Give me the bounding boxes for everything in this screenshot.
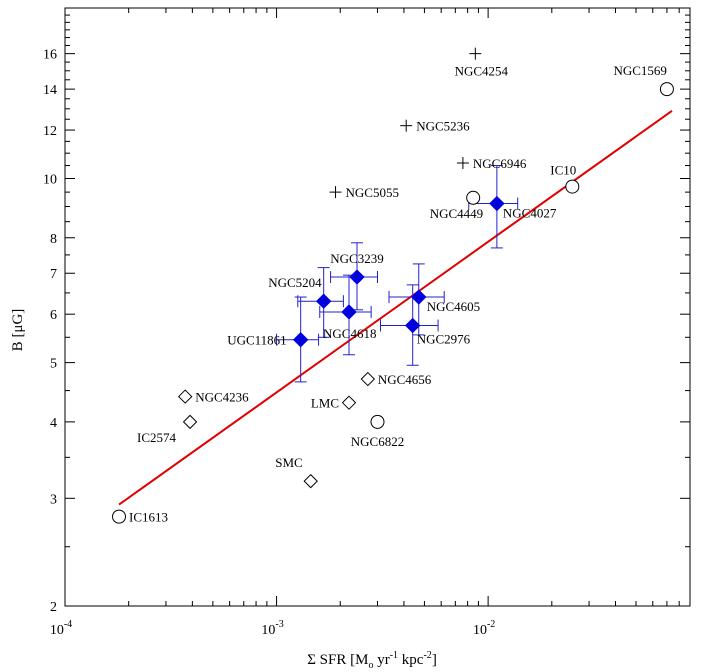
circle-marker: [112, 509, 127, 524]
circle-marker: [659, 82, 674, 97]
point-label: IC2574: [137, 430, 177, 445]
filled-diamond-marker: [349, 269, 365, 285]
fit-line-group: [118, 110, 673, 506]
filled-diamond-marker: [315, 293, 332, 309]
point-label: NGC4236: [195, 390, 249, 405]
diamond-marker: [341, 395, 357, 410]
point-label: NGC4449: [430, 206, 483, 221]
point-label: NGC5055: [346, 185, 399, 200]
point-label: NGC4027: [503, 206, 557, 221]
y-tick-label: 2: [50, 600, 57, 615]
point-label: NGC5204: [268, 275, 322, 290]
y-tick-label: 4: [50, 416, 57, 431]
y-tick-label: 12: [43, 124, 57, 139]
point-label: LMC: [311, 396, 339, 411]
filled-diamond-marker: [411, 289, 427, 305]
x-axis-ticks: 10-4 10-3 10-2: [50, 8, 691, 638]
point-label: NGC4254: [455, 64, 509, 79]
point-label: NGC2976: [417, 331, 471, 346]
fit-line: [118, 110, 673, 506]
circle-marker: [466, 190, 481, 205]
filled-diamond-marker: [292, 332, 309, 348]
point-label: NGC3239: [330, 251, 383, 266]
diamond-marker: [303, 473, 318, 489]
point-label: IC1613: [129, 510, 168, 525]
y-tick-label: 16: [43, 48, 57, 63]
y-tick-label: 6: [50, 308, 57, 323]
y-tick-label: 5: [50, 357, 57, 372]
point-label: NGC4656: [378, 372, 432, 387]
point-labels: IC1613 NGC6822 NGC4449 IC10 NGC1569 NGC4236 IC…: [129, 63, 667, 525]
filled-diamond-marker: [489, 195, 505, 212]
diamond-marker: [182, 414, 198, 430]
filled-diamond-marker: [341, 304, 357, 320]
x-tick-label: 10-4: [50, 619, 72, 638]
y-axis-ticks: 2 3 4 5 6 7 8 10 12 14 16: [43, 7, 690, 615]
diamond-marker: [360, 371, 376, 387]
point-label: NGC1569: [613, 63, 666, 78]
y-axis-title: B [μG]: [10, 309, 26, 352]
y-tick-label: 3: [50, 492, 57, 507]
y-tick-label: 10: [43, 172, 57, 187]
circle-marker: [370, 414, 385, 429]
point-label: SMC: [275, 455, 302, 470]
point-label: NGC6822: [351, 434, 404, 449]
filled-diamond-marker: [404, 317, 421, 334]
y-tick-label: 7: [50, 267, 57, 282]
point-label: NGC4618: [323, 326, 376, 341]
y-tick-label: 8: [50, 232, 57, 247]
circle-marker: [565, 179, 580, 194]
y-tick-label: 14: [43, 83, 57, 98]
diamond-marker: [178, 389, 193, 404]
point-label: NGC4605: [427, 299, 480, 314]
x-tick-label: 10-3: [261, 619, 283, 638]
data-markers: [112, 47, 674, 524]
x-axis-title: Σ SFR [Mo yr-1 kpc-2]: [307, 650, 437, 671]
x-tick-label: 10-2: [473, 619, 495, 638]
point-label: NGC6946: [473, 156, 527, 171]
point-label: NGC5236: [416, 119, 470, 134]
point-label: IC10: [550, 163, 576, 178]
point-label: UGC11861: [227, 333, 286, 348]
